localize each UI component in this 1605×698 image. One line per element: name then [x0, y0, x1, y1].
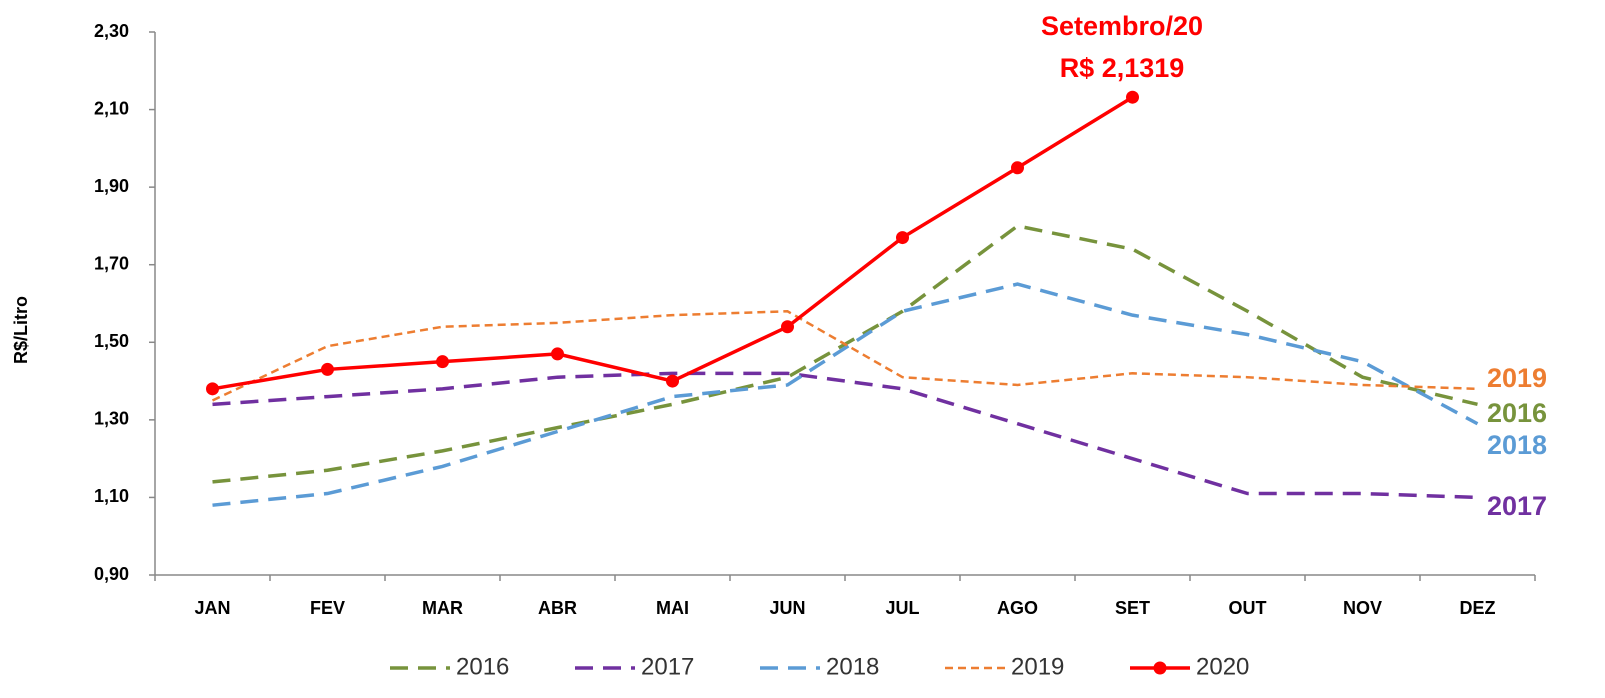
- series-end-label: 2018: [1487, 430, 1547, 460]
- series-end-label: 2016: [1487, 398, 1547, 428]
- y-tick-label: 1,30: [94, 409, 129, 429]
- x-tick-label: JUN: [769, 598, 805, 618]
- y-tick-label: 0,90: [94, 564, 129, 584]
- series-end-label: 2017: [1487, 491, 1547, 521]
- legend-label: 2017: [641, 653, 694, 680]
- point: [206, 382, 219, 396]
- legend-label: 2018: [826, 653, 879, 680]
- x-tick-label: DEZ: [1460, 598, 1496, 618]
- x-tick-label: FEV: [310, 598, 345, 618]
- y-tick-label: 1,10: [94, 486, 129, 506]
- legend-marker: [1153, 661, 1167, 675]
- annotation: Setembro/20: [1041, 11, 1203, 41]
- point: [1011, 161, 1024, 175]
- point: [551, 347, 564, 361]
- x-tick-label: MAI: [656, 598, 689, 618]
- series-line: [212, 224, 1478, 484]
- y-tick-label: 2,30: [94, 21, 129, 41]
- series-line: [211, 309, 1478, 402]
- point: [1126, 90, 1139, 104]
- point: [666, 374, 679, 388]
- x-tick-label: JUL: [885, 598, 919, 618]
- annotation: R$ 2,1319: [1060, 53, 1185, 83]
- legend-label: 2019: [1011, 653, 1064, 680]
- point: [321, 362, 334, 376]
- series-line: [212, 371, 1478, 500]
- y-tick-label: 2,10: [94, 98, 129, 118]
- x-tick-label: MAR: [422, 598, 463, 618]
- y-tick-label: 1,50: [94, 331, 129, 351]
- x-tick-label: ABR: [538, 598, 577, 618]
- y-tick-label: 1,90: [94, 176, 129, 196]
- x-tick-label: OUT: [1229, 598, 1267, 618]
- x-tick-label: AGO: [997, 598, 1038, 618]
- series-line: [212, 95, 1134, 391]
- x-tick-label: JAN: [194, 598, 230, 618]
- legend-label: 2016: [456, 653, 509, 680]
- point: [781, 320, 794, 334]
- legend-label: 2020: [1196, 653, 1249, 680]
- y-axis-label: R$/Litro: [11, 296, 31, 364]
- series-end-label: 2019: [1487, 363, 1547, 393]
- point: [436, 355, 449, 369]
- x-tick-label: NOV: [1343, 598, 1382, 618]
- x-tick-label: SET: [1115, 598, 1150, 618]
- series-line: [212, 282, 1479, 507]
- y-tick-label: 1,70: [94, 253, 129, 273]
- point: [896, 231, 909, 245]
